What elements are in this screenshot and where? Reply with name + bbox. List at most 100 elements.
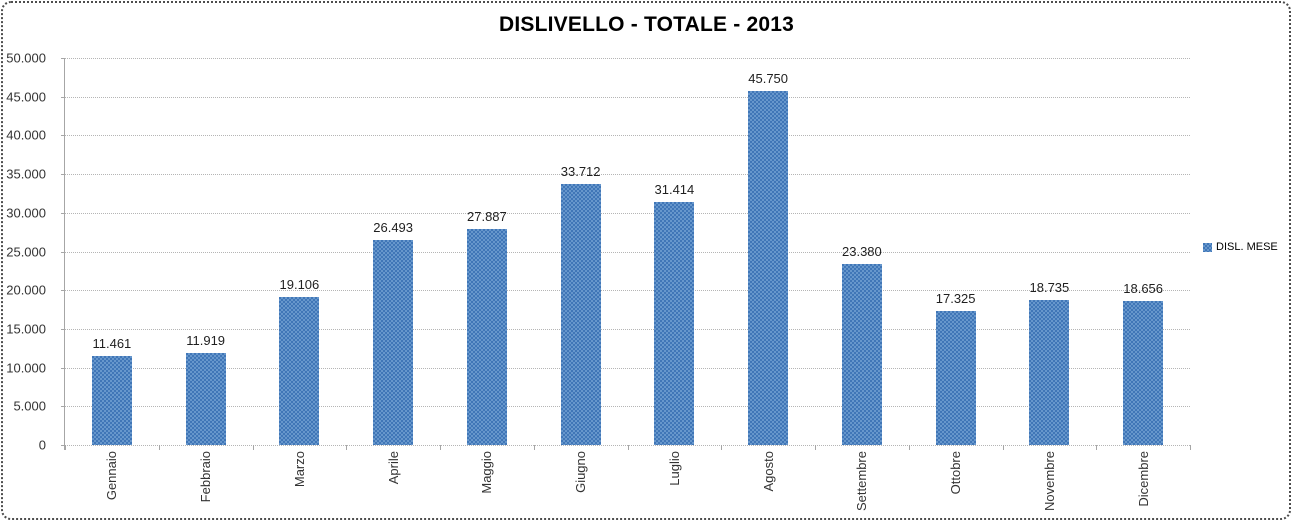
bar-novembre <box>1029 300 1070 445</box>
x-axis-category-label: Gennaio <box>104 451 120 501</box>
x-axis-tick <box>721 445 723 450</box>
x-axis-category-dicembre: Dicembre <box>1096 451 1190 519</box>
gridline <box>65 58 1190 59</box>
gridline <box>65 328 1190 330</box>
bar-value-label: 26.493 <box>373 219 414 235</box>
bar-value-label: 23.380 <box>841 244 882 260</box>
x-axis-category-gennaio: Gennaio <box>65 451 159 519</box>
bar-value-label: 27.887 <box>466 209 507 225</box>
x-axis-tick <box>815 445 816 450</box>
bar-settembre <box>841 264 882 445</box>
y-axis-tick-label: 0 <box>38 437 46 453</box>
bar-value-label: 17.325 <box>935 290 976 306</box>
x-axis-category-label: Settembre <box>854 451 870 511</box>
bar-value-label: 11.461 <box>92 336 132 352</box>
y-axis-tick <box>61 96 65 98</box>
x-axis-category-label: Ottobre <box>948 451 964 495</box>
y-axis-tick <box>61 445 65 446</box>
y-axis-tick <box>61 212 65 214</box>
y-axis-tick <box>61 251 65 253</box>
x-axis-category-label: Dicembre <box>1135 451 1151 507</box>
x-axis-tick <box>627 445 629 450</box>
x-axis-category-agosto: Agosto <box>721 451 815 519</box>
gridline <box>65 406 1190 408</box>
y-axis-labels: 0 5.000 10.000 15.000 20.000 25.000 30.000 35.0… <box>0 51 56 453</box>
y-axis-tick <box>61 406 65 408</box>
x-axis-category-label: Luglio <box>666 451 682 486</box>
x-axis-category-settembre: Settembre <box>815 451 909 519</box>
x-axis-category-novembre: Novembre <box>1003 451 1097 519</box>
bar-value-label: 33.712 <box>560 164 601 180</box>
y-axis-tick-label: 15.000 <box>6 321 46 337</box>
x-axis-labels: Gennaio Febbraio Marzo Aprile Maggio Giugno Lu… <box>65 451 1190 519</box>
y-axis-tick-label: 40.000 <box>6 127 46 143</box>
x-axis-tick <box>533 445 535 450</box>
x-axis-tick <box>440 445 441 450</box>
legend-swatch-icon <box>1203 242 1212 252</box>
chart-title: DISLIVELLO - TOTALE - 2013 <box>499 13 794 36</box>
bar-value-label: 31.414 <box>654 181 695 197</box>
bar-value-label: 45.750 <box>748 70 789 86</box>
x-axis-category-maggio: Maggio <box>440 451 534 519</box>
y-axis-tick <box>61 174 65 176</box>
x-axis-tick <box>1190 445 1191 450</box>
gridline <box>65 96 1190 98</box>
y-axis-tick-label: 30.000 <box>6 205 46 221</box>
y-axis-tick <box>61 290 65 292</box>
bar-value-label: 18.656 <box>1123 280 1164 296</box>
bar-maggio <box>466 229 507 445</box>
legend-label: DISL. MESE <box>1216 241 1278 253</box>
x-axis-tick <box>346 445 348 450</box>
x-axis-tick <box>1096 445 1098 450</box>
gridline <box>65 212 1190 214</box>
bar-gennaio <box>91 356 132 445</box>
bar-value-label: 11.919 <box>186 332 226 348</box>
y-axis-tick <box>61 367 65 369</box>
x-axis-category-aprile: Aprile <box>346 451 440 519</box>
bar-febbraio <box>185 352 226 445</box>
x-axis-category-label: Marzo <box>291 451 307 488</box>
bar-giugno <box>560 184 601 445</box>
bar-luglio <box>654 201 695 445</box>
x-axis-category-label: Febbraio <box>198 451 214 503</box>
y-axis-tick <box>61 328 65 330</box>
y-axis-tick-label: 5.000 <box>13 398 46 414</box>
x-axis-category-label: Aprile <box>385 451 401 485</box>
x-axis-tick <box>65 445 66 450</box>
x-axis-category-label: Agosto <box>760 451 776 492</box>
gridline <box>65 174 1190 176</box>
x-axis-category-label: Maggio <box>479 451 495 494</box>
x-axis-tick <box>908 445 910 450</box>
x-axis-category-giugno: Giugno <box>534 451 628 519</box>
legend: DISL. MESE <box>1203 241 1278 253</box>
bar-agosto <box>748 90 789 445</box>
x-axis-category-label: Novembre <box>1041 451 1057 511</box>
gridline <box>65 367 1190 369</box>
x-axis-category-ottobre: Ottobre <box>909 451 1003 519</box>
y-axis-tick-label: 10.000 <box>6 360 46 376</box>
x-axis-tick <box>252 445 254 450</box>
bar-marzo <box>279 297 320 445</box>
bar-value-label: 19.106 <box>279 277 320 293</box>
bar-dicembre <box>1123 300 1164 445</box>
bar-value-label: 18.735 <box>1029 280 1070 295</box>
y-axis-tick <box>61 58 65 59</box>
y-axis-tick-label: 35.000 <box>6 166 46 182</box>
x-axis-category-marzo: Marzo <box>253 451 347 519</box>
bar-ottobre <box>935 310 976 445</box>
gridline <box>65 251 1190 253</box>
plot-area: 11.461 11.919 19.106 26.493 27.887 33.712 31.4… <box>61 58 1191 450</box>
x-axis-tick <box>158 445 160 450</box>
y-axis-tick-label: 45.000 <box>6 89 46 105</box>
x-axis-category-febbraio: Febbraio <box>159 451 253 519</box>
y-axis-tick-label: 50.000 <box>6 50 46 66</box>
x-axis-category-luglio: Luglio <box>628 451 722 519</box>
x-axis-category-label: Giugno <box>573 451 589 493</box>
bar-aprile <box>373 239 414 445</box>
gridline <box>65 135 1190 137</box>
y-axis-tick-label: 25.000 <box>6 244 46 259</box>
y-axis-tick <box>61 135 65 137</box>
x-axis-tick <box>1002 445 1004 450</box>
y-axis-tick-label: 20.000 <box>6 282 46 298</box>
